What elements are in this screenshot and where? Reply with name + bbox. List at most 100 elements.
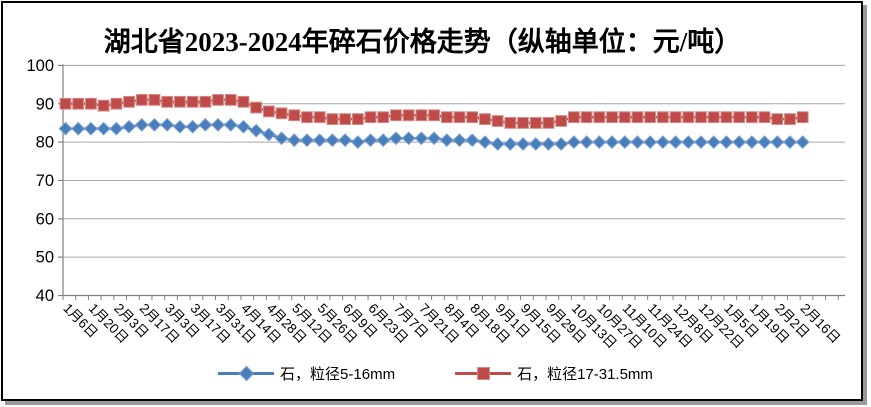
square-marker-icon [301,111,313,124]
square-marker-icon [580,111,593,124]
diamond-marker-icon [376,133,391,148]
legend-item-5-16mm: 石，粒径5-16mm [218,363,395,384]
diamond-marker-icon [579,135,594,150]
square-marker-icon [771,113,784,125]
square-marker-icon [390,109,402,122]
diamond-marker-icon [338,133,353,148]
square-marker-icon [237,95,250,108]
diamond-marker-icon [134,117,149,132]
diamond-marker-icon [630,135,645,150]
legend-label-17-31-5mm: 石，粒径17-31.5mm [517,366,653,383]
diamond-marker-icon [238,365,255,382]
diamond-marker-icon [84,121,98,136]
diamond-marker-icon [490,137,505,151]
legend-line-sample-red [455,367,512,380]
square-marker-icon [59,97,72,110]
legend: 石，粒径5-16mm 石，粒径17-31.5mm [0,363,871,384]
diamond-marker-icon [655,135,670,150]
diamond-marker-icon [681,135,696,150]
square-marker-icon [656,111,669,124]
diamond-marker-icon [465,133,480,148]
square-marker-icon [453,111,466,124]
y-tick-label: 90 [36,95,54,113]
y-tick-label: 70 [36,172,54,190]
square-marker-icon [313,111,326,124]
diamond-marker-icon [350,135,365,150]
square-marker-icon [758,111,771,124]
square-marker-icon [606,111,618,124]
square-marker-icon [720,111,733,124]
square-marker-icon [148,94,161,106]
square-marker-icon [326,113,339,125]
y-gridlines [63,64,845,258]
diamond-marker-icon [719,135,734,150]
square-marker-icon [631,111,644,124]
square-marker-icon [415,109,428,122]
y-tick-label: 60 [36,210,54,228]
square-marker-icon [110,97,123,110]
diamond-marker-icon [452,133,467,148]
square-marker-icon [466,111,479,124]
chart-title: 湖北省2023-2024年碎石价格走势（纵轴单位：元/吨） [103,27,742,57]
square-marker-icon [377,111,390,124]
square-marker-icon [123,95,135,108]
square-marker-icon [695,111,707,124]
diamond-marker-icon [300,133,314,148]
diamond-marker-icon [389,131,403,146]
y-tick-labels: 100 90 80 70 60 50 40 [26,57,54,305]
square-marker-icon [542,117,555,129]
diamond-marker-icon [185,119,200,134]
square-marker-icon [784,113,796,125]
square-marker-icon [212,94,224,106]
diamond-marker-icon [732,135,747,150]
square-marker-icon [199,95,212,108]
diamond-marker-icon [249,123,264,138]
diamond-marker-icon [122,119,136,134]
square-marker-icon [364,111,377,124]
chart-frame [1,1,863,401]
diamond-marker-icon [770,135,785,150]
diamond-marker-icon [96,121,111,136]
y-tick-label: 100 [26,57,54,75]
y-tick-label: 40 [36,287,54,305]
diamond-marker-icon [503,137,518,151]
diamond-marker-icon [109,121,124,136]
series-5-16mm [58,117,810,151]
square-marker-icon [428,109,440,122]
square-marker-icon [72,97,85,110]
legend-label-5-16mm: 石，粒径5-16mm [280,366,396,383]
diamond-marker-icon [694,135,708,150]
square-marker-icon [479,113,491,125]
square-marker-icon [288,109,301,122]
legend-line-sample-blue [218,365,275,382]
diamond-marker-icon [541,137,556,151]
square-marker-icon [618,111,631,124]
square-marker-icon [733,111,746,124]
square-marker-icon [97,99,110,112]
x-tick-labels: 1月6日1月20日2月3日2月17日3月3日3月17日3月31日4月14日4月2… [60,301,843,352]
diamond-marker-icon [414,131,429,146]
square-marker-icon [351,113,364,125]
square-marker-icon [491,115,504,127]
square-marker-icon [477,367,491,380]
diamond-marker-icon [478,135,492,150]
diamond-marker-icon [312,133,327,148]
diamond-marker-icon [58,121,73,136]
legend-item-17-31-5mm: 石，粒径17-31.5mm [455,363,653,384]
diamond-marker-icon [211,117,225,132]
diamond-marker-icon [592,135,607,150]
square-marker-icon [517,117,529,129]
diamond-marker-icon [172,119,187,134]
diamond-marker-icon [325,133,340,148]
square-marker-icon [568,111,580,124]
square-marker-icon [796,111,809,124]
diamond-marker-icon [287,133,302,148]
square-marker-icon [275,107,288,120]
diamond-marker-icon [668,135,683,150]
square-marker-icon [250,101,263,114]
square-marker-icon [644,111,657,124]
diamond-marker-icon [198,117,213,132]
y-tick-label: 80 [36,134,54,152]
square-marker-icon [224,94,237,106]
square-marker-icon [262,105,275,118]
